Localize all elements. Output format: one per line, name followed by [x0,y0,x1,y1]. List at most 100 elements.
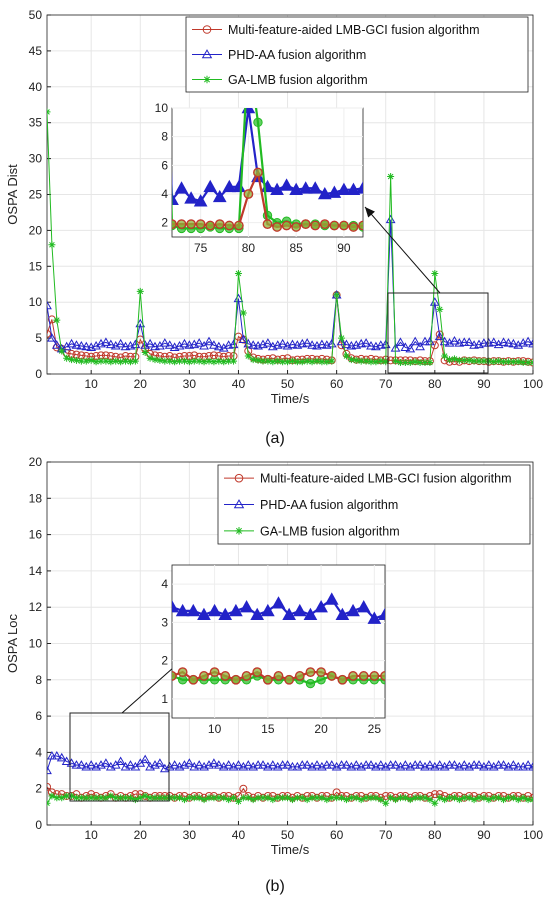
data-point [234,797,242,805]
data-point [47,329,51,338]
inset-data-point [188,674,199,685]
data-point [401,794,409,802]
data-point [47,782,51,791]
data-point [313,794,321,802]
data-point [488,337,499,346]
data-point [297,760,308,769]
inset-data-point [369,671,380,681]
data-point [284,794,292,802]
data-point [47,300,52,310]
inset-data-point [380,671,385,681]
inset-data-point [273,671,284,681]
data-point [318,794,326,802]
data-point [47,108,51,116]
data-point [385,214,396,224]
inset-data-point [233,220,244,231]
data-point [279,794,287,802]
data-point [436,305,444,313]
inset-data-point [368,221,376,229]
y-tick-label: 14 [29,564,43,578]
data-point [254,794,262,802]
inset-x-tick-label: 90 [337,241,351,255]
data-point [287,761,298,771]
data-point [166,794,174,802]
data-point [141,792,149,800]
zoom-region-box [387,292,489,374]
data-point [375,760,386,769]
inset-y-tick-label: 10 [155,101,169,115]
data-point [357,357,365,365]
data-point [225,357,233,365]
data-point [459,337,470,346]
data-point [465,794,473,802]
inset-data-point [279,178,294,191]
legend-entry-label: PHD-AA fusion algorithm [228,48,366,62]
data-point [307,340,317,349]
data-point [377,357,385,365]
data-point [372,358,380,366]
data-point [105,339,116,349]
data-point [480,357,488,365]
data-point [323,796,331,804]
data-point [76,760,87,769]
data-point [406,796,414,804]
data-point [53,316,61,324]
data-point [513,761,524,771]
data-point [498,337,509,346]
data-point [460,794,468,802]
data-point [385,760,396,769]
inset-y-tick-label: 2 [161,654,168,668]
inset-data-point [186,219,197,230]
inset-data-point [205,220,216,231]
inset-data-point [358,220,363,231]
data-point [342,352,350,360]
y-tick-label: 12 [29,600,43,614]
data-point [455,356,463,364]
data-point [490,358,498,366]
inset-data-point [367,611,382,624]
data-point [474,760,484,769]
data-point [263,338,273,347]
data-point [155,340,165,350]
panel-label: (a) [265,430,285,447]
y-tick-label: 2 [35,782,42,796]
inset-data-point [271,596,286,609]
inset-data-point [199,671,209,681]
data-point [81,341,92,351]
data-point [156,794,164,802]
data-point [485,357,493,365]
data-point [415,760,425,769]
y-tick-label: 0 [35,818,42,832]
data-point [279,358,287,366]
data-point [426,359,434,367]
data-point [341,760,352,769]
inset-y-tick-label: 4 [161,187,168,201]
x-tick-label: 70 [379,377,393,391]
data-point [146,794,154,802]
data-point [115,756,126,765]
data-point [446,794,454,802]
data-point [136,794,144,802]
inset-data-point [329,220,340,231]
data-point [366,340,376,350]
inset-data-point [356,600,371,613]
data-point [243,338,254,348]
data-point [258,760,268,769]
data-point [161,357,169,365]
data-point [239,794,247,802]
data-point [47,799,51,807]
data-point [122,357,130,365]
data-point [441,352,449,360]
data-point [136,287,144,295]
inset-data-point [186,603,201,617]
y-tick-label: 16 [29,528,43,542]
data-point [519,794,527,802]
chart-panel-a: 10 20 30 40 50 60 70 80 90 100 0 5 10 15 20 25 30 35 40 45 5… [5,8,543,447]
data-point [185,794,193,802]
data-point [249,796,257,804]
data-point [362,794,370,802]
data-point [312,760,322,769]
data-point [151,356,159,364]
data-point [66,338,77,348]
data-point [112,794,120,802]
